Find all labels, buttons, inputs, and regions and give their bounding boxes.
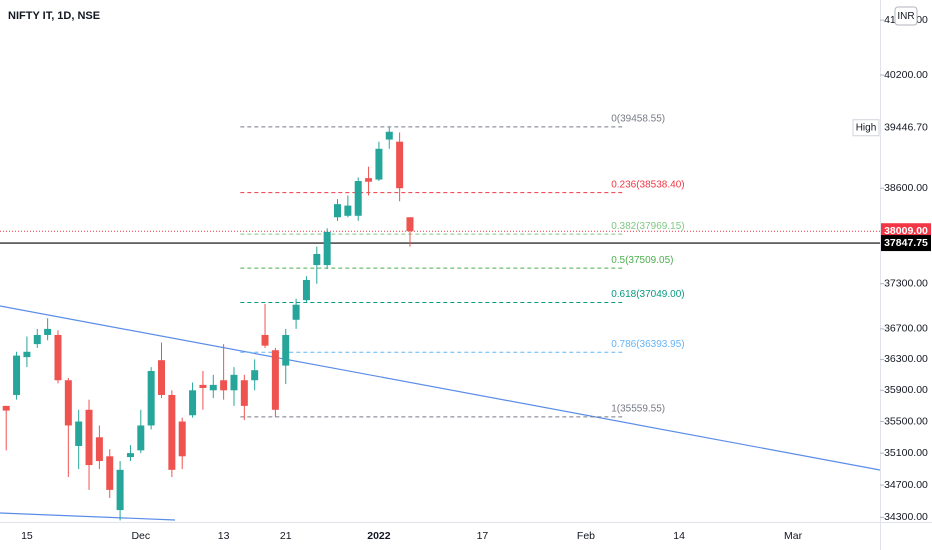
candle-body [334, 204, 342, 218]
fib-label: 0.382(37969.15) [611, 221, 684, 232]
x-tick-label: 14 [673, 530, 685, 542]
price-tag [881, 235, 931, 252]
candle-body [251, 370, 259, 381]
x-tick-label: 17 [477, 530, 489, 542]
candle-body [64, 380, 72, 426]
candle-body [282, 334, 290, 366]
candle-body [95, 437, 103, 462]
candle-body [354, 181, 362, 216]
candle-body [13, 355, 21, 395]
candle-body [23, 351, 31, 358]
x-tick-label: 13 [218, 530, 230, 542]
y-tick-label: 34300.00 [884, 511, 928, 523]
candle-body [240, 380, 248, 406]
candle-body [178, 421, 186, 457]
plot: 34300.00 34700.00 35100.00 35500.00 35900.00… [0, 14, 931, 542]
candle-body [344, 205, 352, 216]
y-tick-label: 35100.00 [884, 447, 928, 459]
candle-body [44, 328, 52, 335]
y-tick-label: 36700.00 [884, 323, 928, 335]
chart-title: NIFTY IT, 1D, NSE [8, 10, 100, 22]
y-tick-label: 34700.00 [884, 479, 928, 491]
y-tick-label: 35900.00 [884, 384, 928, 396]
fib-label: 0.5(37509.05) [611, 255, 673, 266]
candle-body [33, 334, 41, 345]
candle-body [116, 469, 124, 511]
candle-body [189, 390, 197, 416]
candle-body [292, 304, 300, 320]
fib-label: 0.236(38538.40) [611, 179, 684, 190]
candle-body [375, 148, 383, 180]
y-tick-label: 40200.00 [884, 69, 928, 81]
candle-body [365, 178, 373, 182]
currency-badge[interactable] [894, 6, 918, 26]
candle-body [261, 334, 269, 346]
x-tick-label: 2022 [367, 530, 391, 542]
trend-line [0, 305, 881, 471]
candle-body [406, 217, 414, 232]
candle-body [75, 421, 83, 446]
y-tick-label: 38600.00 [884, 182, 928, 194]
candle-body [147, 370, 155, 426]
candle-body [106, 456, 114, 490]
candle-body [230, 374, 238, 391]
candle-body [313, 253, 321, 266]
candle-body [168, 394, 176, 470]
candle-body [137, 425, 145, 451]
x-tick-label: Dec [131, 530, 150, 542]
price-tag-label: 37847.75 [884, 237, 928, 249]
candle-body [85, 409, 93, 466]
candle-body [396, 141, 404, 189]
candle-body [323, 231, 331, 266]
candle-body [2, 405, 10, 411]
marker-label: High [856, 122, 877, 133]
candle-body [54, 334, 62, 381]
y-tick-label: 36300.00 [884, 353, 928, 365]
candle-body [126, 453, 134, 458]
x-tick-label: Feb [577, 530, 595, 542]
candle-body [385, 131, 393, 140]
trend-line [0, 512, 176, 521]
candle-body [199, 384, 207, 388]
fib-label: 0.618(37049.00) [611, 289, 684, 300]
candle-body [302, 279, 310, 301]
marker-value: 39446.70 [884, 122, 928, 134]
y-tick-label: 35500.00 [884, 415, 928, 427]
candle-body [158, 360, 166, 395]
candle-body [220, 380, 228, 391]
y-tick-label: 37300.00 [884, 277, 928, 289]
fib-label: 0.786(36393.95) [611, 339, 684, 350]
marker-tag [852, 119, 880, 137]
x-tick-label: 15 [21, 530, 33, 542]
fib-label: 0(39458.55) [611, 114, 665, 125]
candle-body [209, 384, 217, 391]
x-tick-label: Mar [784, 530, 803, 542]
currency: INR [897, 11, 914, 22]
candle-body [271, 350, 279, 410]
x-tick-label: 21 [280, 530, 292, 542]
fib-label: 1(35559.55) [611, 404, 665, 415]
price-tag-label: 38009.00 [884, 225, 928, 237]
